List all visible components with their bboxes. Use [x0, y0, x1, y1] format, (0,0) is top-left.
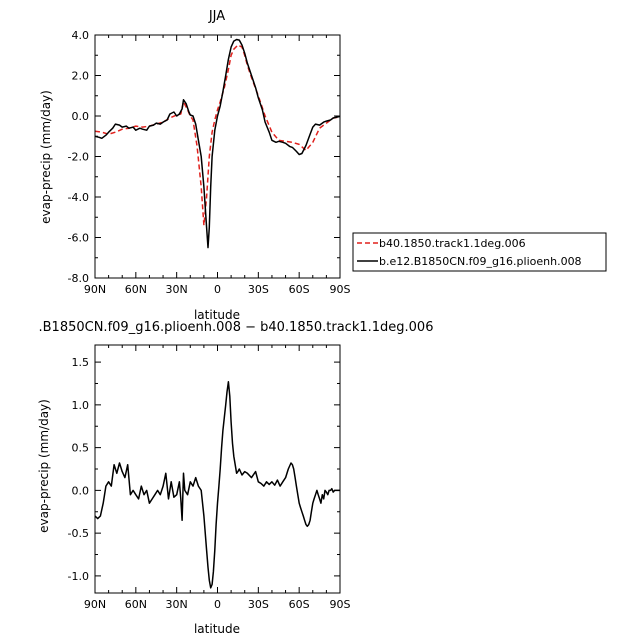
top-series-line-2 — [94, 38, 341, 249]
bottom-series-line-1 — [94, 381, 340, 589]
bottom-xtick-label: 30N — [166, 598, 188, 611]
bottom-ytick-label: 1.5 — [72, 356, 90, 369]
top-xtick-label: 90N — [84, 283, 106, 296]
top-ytick-label: -8.0 — [68, 272, 89, 285]
top-chart-ylabel: evap-precip (mm/day) — [39, 90, 53, 224]
top-chart-lines — [94, 38, 341, 249]
top-xtick-label: 30N — [166, 283, 188, 296]
top-ytick-label: -2.0 — [68, 151, 89, 164]
bottom-xtick-label: 60S — [289, 598, 310, 611]
bottom-ytick-label: 0.0 — [72, 484, 90, 497]
bottom-chart-frame — [94, 344, 341, 594]
top-ytick-label: -6.0 — [68, 232, 89, 245]
legend-label-series-2: b.e12.B1850CN.f09_g16.plioenh.008 — [379, 255, 582, 268]
bottom-ytick-label: -0.5 — [68, 527, 89, 540]
bottom-chart: .B1850CN.f09_g16.plioenh.008 − b40.1850.… — [37, 320, 433, 636]
top-xtick-label: 60N — [125, 283, 147, 296]
bottom-chart-xlabel: latitude — [194, 622, 240, 636]
top-ytick-label: 2.0 — [72, 70, 90, 83]
top-xtick-label: 0 — [214, 283, 221, 296]
bottom-ytick-label: 0.5 — [72, 442, 90, 455]
top-ytick-label: -4.0 — [68, 191, 89, 204]
bottom-chart-ticks: 90N 60N 30N 0 30S 60S 90S -1.0 -0.5 0.0 0.5 1.0 1.5 — [68, 345, 351, 611]
top-chart-frame — [94, 34, 341, 279]
top-xtick-label: 60S — [289, 283, 310, 296]
top-xtick-label: 30S — [248, 283, 269, 296]
legend-label-series-1: b40.1850.track1.1deg.006 — [379, 237, 526, 250]
legend: b40.1850.track1.1deg.006 b.e12.B1850CN.f… — [352, 232, 607, 272]
top-ytick-label: 0.0 — [72, 110, 90, 123]
bottom-xtick-label: 60N — [125, 598, 147, 611]
bottom-xtick-label: 90S — [330, 598, 351, 611]
bottom-chart-title: .B1850CN.f09_g16.plioenh.008 − b40.1850.… — [39, 320, 434, 335]
top-chart-title: JJA — [208, 9, 225, 24]
bottom-xtick-label: 90N — [84, 598, 106, 611]
top-chart-xlabel: latitude — [194, 308, 240, 322]
bottom-xtick-label: 30S — [248, 598, 269, 611]
top-xtick-label: 90S — [330, 283, 351, 296]
bottom-ytick-label: 1.0 — [72, 399, 90, 412]
bottom-chart-lines — [94, 381, 340, 589]
top-chart: JJA evap-precip (mm/day) latitude 90N 60N… — [39, 9, 351, 322]
top-ytick-label: 4.0 — [72, 29, 90, 42]
legend-frame — [352, 232, 607, 272]
top-series-line-1 — [94, 44, 341, 227]
bottom-xtick-label: 0 — [214, 598, 221, 611]
bottom-chart-ylabel: evap-precip (mm/day) — [37, 399, 51, 533]
bottom-ytick-label: -1.0 — [68, 570, 89, 583]
